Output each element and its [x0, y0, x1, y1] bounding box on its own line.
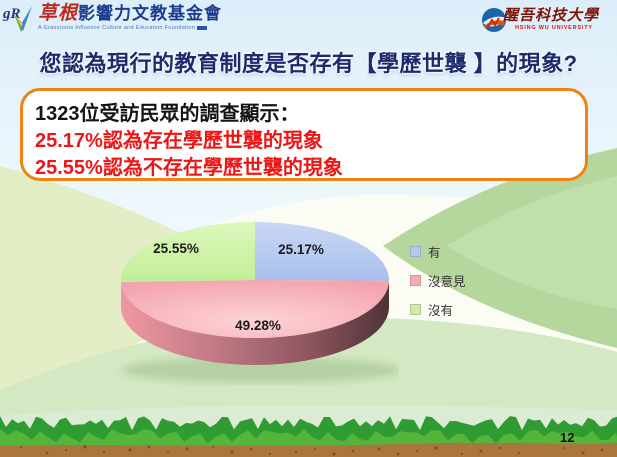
grassroots-monogram-icon: gR	[2, 6, 32, 32]
summary-line-1: 1323位受訪民眾的調查顯示：	[35, 103, 300, 125]
left-logo-caption: A Grassroots Influence Culture and Educa…	[38, 25, 222, 31]
pie-slice-沒意見	[121, 280, 389, 338]
legend-item-no: 沒有	[410, 303, 466, 318]
pie-label-no: 25.55%	[153, 241, 199, 256]
hsing-wu-globe-icon	[482, 8, 506, 32]
pie-label-yes: 25.17%	[278, 242, 324, 257]
summary-line-2: 25.17%認為存在學歷世襲的現象	[35, 130, 323, 152]
summary-line-3: 25.55%認為不存在學歷世襲的現象	[35, 157, 343, 179]
pie-shadow	[121, 357, 399, 383]
legend-item-noopinion: 沒意見	[410, 274, 466, 289]
slide-title: 您認為現行的教育制度是否存有【學歷世襲 】的現象?	[39, 51, 578, 76]
pie-slice-沒有	[121, 222, 255, 282]
legend-item-yes: 有	[410, 245, 466, 260]
legend-swatch-noopinion	[410, 275, 421, 286]
right-logo-name: 醒吾科技大學	[503, 7, 600, 24]
page-number: 12	[560, 430, 575, 445]
chart-legend: 有 沒意見 沒有	[410, 245, 466, 332]
grassroots-foundation-logo: gR 草根影響力文教基金會 A Grassroots Influence Cul…	[2, 2, 222, 38]
pie-slices	[121, 222, 389, 338]
right-logo-caption: HSING WU UNIVERSITY	[515, 25, 593, 31]
pie-label-noopinion: 49.28%	[235, 318, 281, 333]
legend-swatch-yes	[410, 246, 421, 257]
legend-swatch-no	[410, 304, 421, 315]
caption-chip	[197, 26, 208, 30]
pie-chart	[121, 222, 399, 383]
hsing-wu-university-logo: 醒吾科技大學 HSING WU UNIVERSITY	[473, 3, 611, 37]
pie-side-rim	[121, 280, 389, 365]
pie-slice-有	[255, 222, 389, 281]
survey-summary-box: 1323位受訪民眾的調查顯示： 25.17%認為存在學歷世襲的現象 25.55%…	[20, 88, 588, 181]
left-logo-name: 草根影響力文教基金會	[38, 3, 223, 24]
dirt-speckles	[20, 445, 604, 456]
